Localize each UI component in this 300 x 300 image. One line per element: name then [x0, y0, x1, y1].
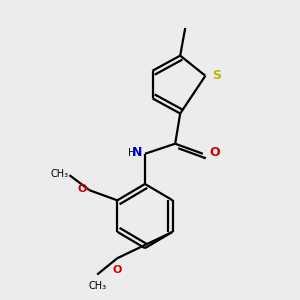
Text: O: O — [112, 265, 122, 275]
Text: O: O — [78, 184, 87, 194]
Text: CH₃: CH₃ — [88, 281, 106, 291]
Text: H: H — [128, 148, 135, 158]
Text: S: S — [212, 69, 221, 82]
Text: O: O — [209, 146, 220, 159]
Text: N: N — [132, 146, 142, 159]
Text: CH₃: CH₃ — [50, 169, 68, 179]
